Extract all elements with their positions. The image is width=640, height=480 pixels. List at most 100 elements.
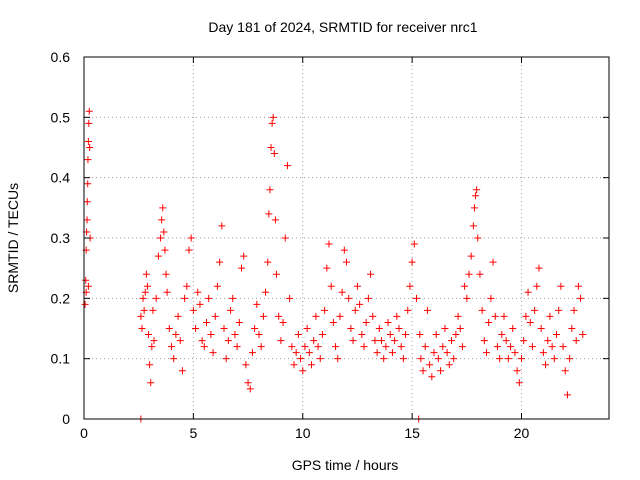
data-point xyxy=(301,343,309,351)
data-point xyxy=(470,204,478,212)
data-point xyxy=(185,246,193,254)
data-point xyxy=(388,349,396,357)
data-point xyxy=(544,337,552,345)
data-point xyxy=(283,162,291,170)
data-point xyxy=(434,355,442,363)
data-point xyxy=(329,318,337,326)
data-point xyxy=(162,270,170,278)
data-point xyxy=(566,355,574,363)
data-point xyxy=(364,294,372,302)
data-point xyxy=(524,288,532,296)
data-point xyxy=(325,240,333,248)
data-point xyxy=(386,331,394,339)
y-tick-label: 0.3 xyxy=(51,230,71,246)
data-point xyxy=(520,337,528,345)
data-point xyxy=(178,367,186,375)
data-point xyxy=(224,337,232,345)
data-point xyxy=(500,312,508,320)
data-point xyxy=(568,325,576,332)
data-point xyxy=(277,337,285,345)
data-point xyxy=(83,198,91,206)
data-point xyxy=(172,331,180,339)
data-point xyxy=(148,343,156,351)
data-point xyxy=(539,349,547,357)
data-point xyxy=(183,282,191,290)
data-point xyxy=(473,186,481,194)
data-point xyxy=(205,294,213,302)
data-point xyxy=(450,355,458,363)
data-point xyxy=(469,222,477,230)
data-point xyxy=(452,331,460,339)
data-point xyxy=(207,331,215,339)
data-point xyxy=(196,300,204,308)
data-point xyxy=(273,270,280,278)
data-point xyxy=(358,331,366,339)
data-point xyxy=(443,349,451,357)
data-point xyxy=(542,361,550,369)
data-point xyxy=(163,288,171,296)
data-point xyxy=(235,318,243,326)
data-point xyxy=(288,343,296,351)
data-point xyxy=(465,270,473,278)
data-point xyxy=(332,343,340,351)
data-point xyxy=(463,294,471,302)
x-tick-label: 10 xyxy=(295,425,311,441)
data-point xyxy=(367,270,375,278)
data-point xyxy=(478,306,486,314)
data-point xyxy=(483,349,490,357)
data-point xyxy=(303,325,311,332)
data-point xyxy=(262,288,270,296)
data-point xyxy=(82,276,90,284)
data-point xyxy=(141,288,149,296)
data-point xyxy=(259,312,267,320)
data-point xyxy=(563,391,571,399)
x-tick-label: 20 xyxy=(514,425,530,441)
data-point xyxy=(238,264,245,272)
data-point xyxy=(316,355,324,363)
data-point xyxy=(522,312,530,320)
data-point xyxy=(85,119,93,127)
data-point xyxy=(84,137,92,145)
x-tick-label: 0 xyxy=(80,425,88,441)
data-point xyxy=(161,246,169,254)
data-point xyxy=(157,234,165,242)
data-point xyxy=(373,349,381,357)
data-point xyxy=(281,234,289,242)
data-point xyxy=(356,300,364,308)
data-point xyxy=(290,361,298,369)
data-point xyxy=(423,306,431,314)
data-point xyxy=(299,367,307,375)
data-point xyxy=(147,379,155,387)
data-point xyxy=(548,343,556,351)
data-point xyxy=(537,325,545,332)
data-point xyxy=(242,361,250,369)
data-point xyxy=(378,337,385,345)
data-point xyxy=(555,306,563,314)
data-point xyxy=(158,216,166,224)
axis-ticks xyxy=(83,56,609,420)
data-point xyxy=(406,282,414,290)
data-point xyxy=(189,306,197,314)
data-point xyxy=(265,210,273,218)
data-point xyxy=(271,216,279,224)
data-point xyxy=(430,349,438,357)
data-point xyxy=(240,252,248,260)
data-point xyxy=(533,282,541,290)
data-point xyxy=(279,318,287,326)
y-tick-label: 0 xyxy=(62,411,70,427)
data-point xyxy=(200,343,208,351)
data-point xyxy=(535,264,543,272)
data-point xyxy=(380,355,388,363)
data-point xyxy=(375,325,383,332)
data-point xyxy=(417,355,425,363)
data-point xyxy=(310,337,318,345)
data-point xyxy=(314,343,322,351)
data-point xyxy=(321,306,329,314)
data-point xyxy=(251,325,259,332)
data-point xyxy=(209,349,217,357)
data-point xyxy=(152,294,160,302)
data-point xyxy=(579,331,587,339)
data-point xyxy=(371,337,379,345)
data-point xyxy=(557,282,565,290)
